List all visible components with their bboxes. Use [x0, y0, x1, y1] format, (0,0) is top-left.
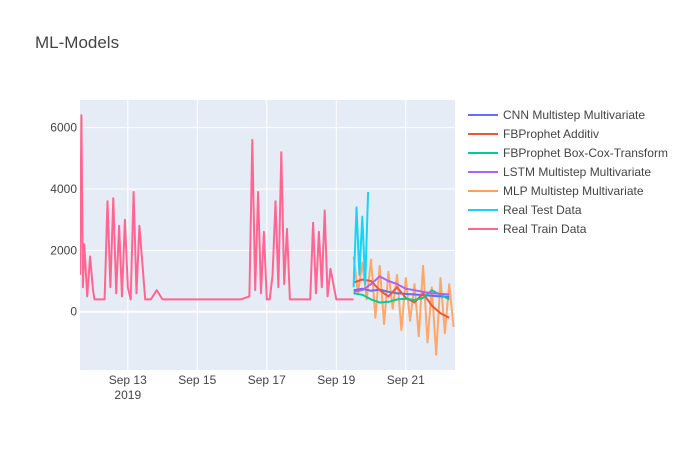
x-tick-label: Sep 17 — [248, 373, 286, 387]
legend-label: FBProphet Additiv — [503, 127, 599, 141]
x-tick-label: Sep 13 — [109, 373, 147, 387]
x-tick-label: Sep 15 — [178, 373, 216, 387]
series-line-mlp-multistep-multivariate — [352, 256, 455, 356]
y-tick-label: 2000 — [50, 243, 77, 257]
legend-item[interactable]: FBProphet Additiv — [468, 127, 599, 141]
plot-area — [80, 100, 455, 370]
y-tick-label: 4000 — [50, 182, 77, 196]
series-line-lstm-multistep-multivariate — [353, 275, 450, 296]
x-tick-label: Sep 19 — [317, 373, 355, 387]
legend-item[interactable]: Real Test Data — [468, 203, 582, 217]
legend-item[interactable]: MLP Multistep Multivariate — [468, 184, 644, 198]
y-tick-label: 0 — [70, 305, 77, 319]
x-tick-label: Sep 21 — [387, 373, 425, 387]
y-tick-label: 6000 — [50, 121, 77, 135]
legend-label: LSTM Multistep Multivariate — [503, 165, 651, 179]
legend-label: Real Train Data — [503, 222, 587, 236]
x-tick-sublabel: 2019 — [114, 388, 141, 402]
legend-item[interactable]: LSTM Multistep Multivariate — [468, 165, 651, 179]
legend-label: FBProphet Box-Cox-Transform — [503, 146, 668, 160]
series-line-real-test-data — [352, 191, 370, 288]
series-line-fbprophet-additiv — [353, 278, 450, 319]
legend-label: Real Test Data — [503, 203, 582, 217]
legend-label: MLP Multistep Multivariate — [503, 184, 644, 198]
chart-title: ML-Models — [35, 33, 120, 52]
legend-label: CNN Multistep Multivariate — [503, 108, 645, 122]
series-layer — [80, 114, 455, 356]
legend-item[interactable]: CNN Multistep Multivariate — [468, 108, 645, 122]
series-line-real-train-data — [80, 114, 354, 301]
legend-item[interactable]: FBProphet Box-Cox-Transform — [468, 146, 668, 160]
legend[interactable]: CNN Multistep Multivariate FBProphet Addi… — [468, 108, 668, 236]
legend-item[interactable]: Real Train Data — [468, 222, 587, 236]
grid — [80, 100, 455, 370]
series-line-fbprophet-box-cox-transform — [353, 289, 450, 304]
